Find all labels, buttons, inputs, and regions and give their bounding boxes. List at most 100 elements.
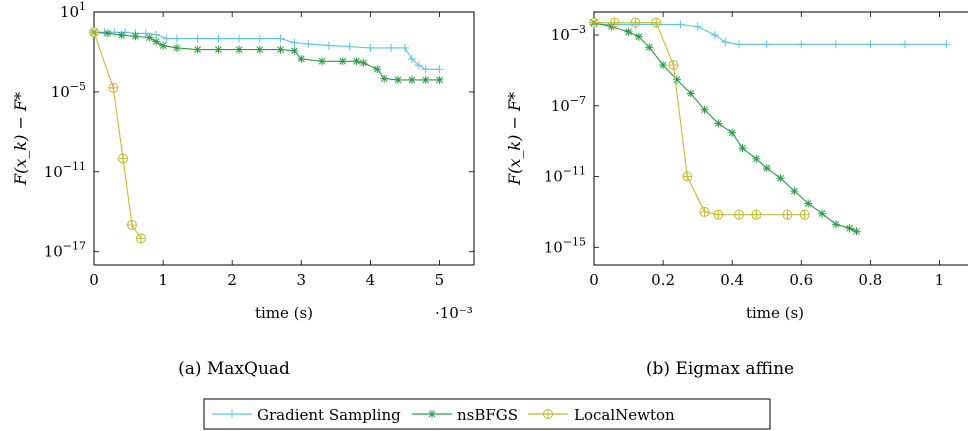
x-scale-note-a: ·10⁻³ — [435, 304, 473, 322]
series-line-b-nsbfgs — [593, 22, 857, 232]
data-point-b-gradient-sampling-8 — [735, 40, 744, 49]
data-point-a-nsbfgs-15 — [318, 57, 326, 66]
y-tick-label-a-0: 101 — [60, 0, 86, 21]
x-tick-label-b-3: 0.6 — [789, 271, 813, 289]
data-point-a-nsbfgs-7 — [172, 43, 181, 52]
data-point-a-localnewton-4 — [135, 233, 146, 244]
data-point-a-localnewton-3 — [127, 220, 137, 231]
data-point-b-nsbfgs-16 — [804, 199, 813, 208]
data-point-b-nsbfgs-8 — [700, 105, 709, 114]
data-point-b-nsbfgs-2 — [624, 27, 633, 36]
series-line-a-nsbfgs — [93, 31, 440, 81]
data-point-a-localnewton-1 — [108, 82, 119, 93]
data-point-a-gradient-sampling-8 — [172, 34, 181, 43]
data-point-b-nsbfgs-7 — [686, 89, 695, 98]
y-tick-label-b-3: 10−15 — [544, 235, 586, 256]
data-point-a-localnewton-2 — [118, 153, 129, 164]
data-point-b-nsbfgs-20 — [852, 227, 861, 236]
data-point-b-localnewton-3 — [651, 17, 662, 28]
series-line-b-gradient-sampling — [594, 23, 947, 45]
y-tick-label-a-1: 10−5 — [51, 80, 86, 101]
data-point-a-gradient-sampling-5 — [141, 29, 150, 38]
data-point-b-nsbfgs-5 — [659, 61, 668, 70]
x-tick-label-b-0: 0 — [589, 271, 599, 289]
data-point-a-nsbfgs-18 — [359, 58, 368, 67]
data-point-a-gradient-sampling-20 — [400, 43, 409, 52]
x-tick-label-b-4: 0.8 — [858, 271, 882, 289]
y-tick-label-b-2: 10−11 — [544, 165, 586, 186]
legend-label-localnewton: LocalNewton — [574, 406, 675, 424]
data-point-b-gradient-sampling-9 — [762, 40, 771, 49]
data-point-b-gradient-sampling-11 — [831, 40, 840, 49]
data-point-b-gradient-sampling-5 — [693, 22, 702, 31]
data-point-a-nsbfgs-4 — [145, 33, 154, 42]
data-point-a-gradient-sampling-16 — [324, 41, 333, 50]
data-point-b-nsbfgs-4 — [645, 43, 654, 52]
data-point-a-gradient-sampling-10 — [214, 34, 223, 43]
data-point-a-gradient-sampling-6 — [152, 30, 161, 39]
legend-label-gradient-sampling: Gradient Sampling — [257, 406, 401, 424]
data-point-b-gradient-sampling-7 — [721, 38, 730, 47]
data-point-a-gradient-sampling-23 — [421, 65, 430, 74]
caption-maxquad: (a) MaxQuad — [178, 359, 290, 379]
data-point-b-gradient-sampling-6 — [710, 31, 719, 40]
data-point-b-nsbfgs-17 — [818, 209, 826, 218]
x-tick-label-a-2: 2 — [227, 271, 237, 289]
data-point-b-localnewton-11 — [799, 209, 810, 220]
data-point-a-gradient-sampling-12 — [255, 34, 264, 43]
x-tick-label-b-1: 0.2 — [651, 271, 675, 289]
data-point-b-nsbfgs-14 — [776, 174, 785, 183]
legend-item-localnewton: LocalNewton — [528, 406, 675, 424]
data-point-b-localnewton-2 — [630, 17, 641, 28]
data-point-b-nsbfgs-10 — [728, 128, 737, 137]
data-point-b-nsbfgs-3 — [634, 32, 643, 41]
data-point-a-nsbfgs-10 — [235, 45, 244, 54]
data-point-a-nsbfgs-12 — [276, 45, 285, 54]
x-tick-label-b-5: 1 — [935, 271, 945, 289]
x-axis-label-b: time (s) — [746, 304, 804, 322]
data-point-b-gradient-sampling-14 — [942, 40, 951, 49]
data-point-a-nsbfgs-24 — [435, 75, 444, 84]
data-point-b-localnewton-0 — [589, 17, 599, 28]
data-point-a-nsbfgs-3 — [131, 32, 140, 41]
chart-panel-eigmax-affine: 0 0.2 0.4 0.6 0.8 1 10−3 10−7 10−11 10−15 F(x_k) −… — [505, 11, 968, 379]
data-point-a-gradient-sampling-13 — [276, 34, 285, 43]
data-point-a-nsbfgs-2 — [117, 31, 126, 40]
data-point-b-localnewton-9 — [751, 209, 762, 220]
data-point-b-localnewton-4 — [668, 60, 679, 71]
legend-label-nsbfgs: nsBFGS — [457, 406, 518, 424]
data-point-b-localnewton-5 — [682, 171, 693, 182]
data-point-a-nsbfgs-1 — [103, 29, 112, 38]
data-point-b-localnewton-8 — [734, 209, 745, 220]
chart-panel-maxquad: 0 1 2 3 4 5 101 10−5 10−11 10−17 F(x_k) − F* time … — [11, 0, 475, 379]
data-point-a-nsbfgs-21 — [394, 75, 402, 84]
data-point-a-nsbfgs-13 — [290, 46, 299, 55]
legend-marker-oplus — [543, 409, 553, 419]
data-point-a-gradient-sampling-14 — [290, 38, 299, 47]
data-point-b-localnewton-1 — [609, 17, 620, 28]
data-point-b-nsbfgs-12 — [752, 154, 761, 163]
data-point-b-gradient-sampling-4 — [676, 20, 685, 29]
legend-item-nsbfgs: nsBFGS — [412, 406, 518, 424]
x-tick-label-a-3: 3 — [296, 271, 306, 289]
data-point-a-gradient-sampling-19 — [387, 43, 396, 52]
y-tick-label-a-3: 10−17 — [44, 240, 86, 261]
series-line-b-localnewton — [594, 22, 805, 216]
data-point-b-nsbfgs-19 — [845, 224, 854, 233]
plot-frame-a — [93, 11, 475, 266]
legend-box — [203, 398, 771, 430]
data-point-b-nsbfgs-18 — [831, 220, 840, 229]
data-point-b-gradient-sampling-13 — [900, 40, 909, 49]
data-point-a-nsbfgs-9 — [214, 45, 223, 54]
data-point-a-nsbfgs-11 — [255, 45, 264, 54]
data-point-a-nsbfgs-5 — [152, 37, 161, 46]
data-point-b-nsbfgs-9 — [714, 119, 723, 128]
data-point-a-gradient-sampling-15 — [304, 39, 313, 48]
data-point-a-nsbfgs-20 — [380, 74, 389, 83]
data-point-a-gradient-sampling-2 — [110, 28, 119, 37]
series-line-a-localnewton — [93, 32, 142, 239]
plot-frame-b — [593, 11, 968, 266]
x-tick-label-b-2: 0.4 — [720, 271, 744, 289]
data-point-a-nsbfgs-16 — [338, 57, 347, 66]
data-point-a-nsbfgs-22 — [407, 75, 416, 84]
